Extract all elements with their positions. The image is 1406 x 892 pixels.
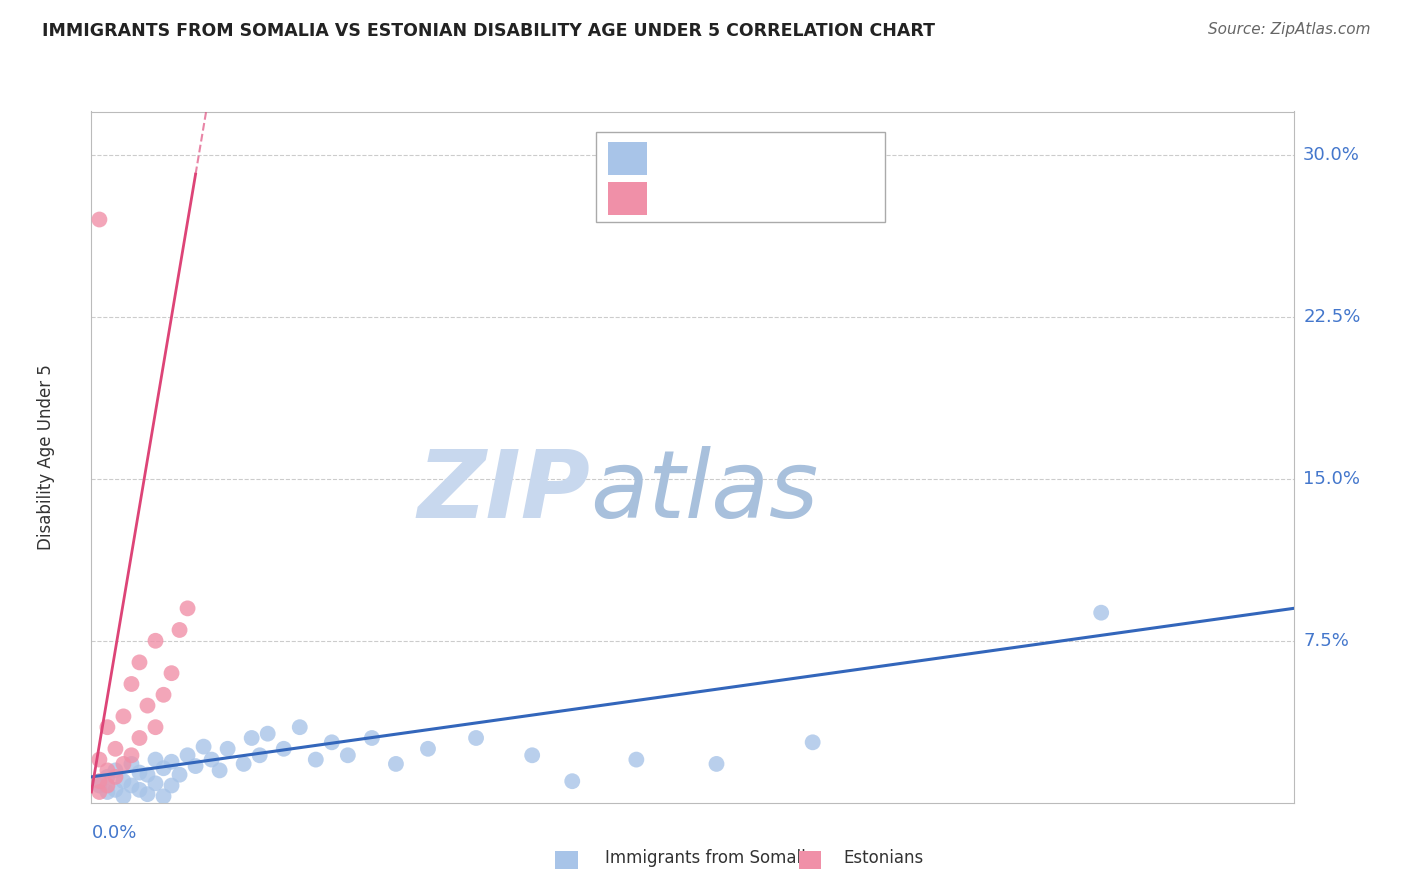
Point: [128, 765, 150, 780]
Point: [121, 677, 143, 691]
Point: [104, 770, 127, 784]
Point: [240, 731, 263, 745]
Point: [89, 779, 111, 793]
Point: [96, 779, 118, 793]
Point: [305, 753, 328, 767]
Text: Estonians: Estonians: [844, 849, 924, 867]
Text: 7.5%: 7.5%: [1303, 632, 1348, 649]
Point: [416, 741, 439, 756]
Point: [169, 623, 191, 637]
Text: 30.0%: 30.0%: [1303, 145, 1360, 164]
Text: 15.0%: 15.0%: [1303, 470, 1360, 488]
Point: [193, 739, 215, 754]
Text: N = 45: N = 45: [785, 150, 848, 168]
Point: [288, 720, 311, 734]
Point: [321, 735, 343, 749]
Point: [112, 756, 135, 771]
Point: [89, 753, 111, 767]
Text: Source: ZipAtlas.com: Source: ZipAtlas.com: [1208, 22, 1371, 37]
Point: [112, 774, 135, 789]
Text: ZIP: ZIP: [418, 446, 591, 538]
Point: [385, 756, 408, 771]
Text: IMMIGRANTS FROM SOMALIA VS ESTONIAN DISABILITY AGE UNDER 5 CORRELATION CHART: IMMIGRANTS FROM SOMALIA VS ESTONIAN DISA…: [42, 22, 935, 40]
Point: [121, 748, 143, 763]
Text: R =  0.606: R = 0.606: [661, 190, 756, 208]
Point: [136, 787, 159, 801]
Point: [561, 774, 583, 789]
Text: atlas: atlas: [591, 446, 818, 537]
Point: [184, 759, 207, 773]
Point: [112, 789, 135, 804]
Text: 22.5%: 22.5%: [1303, 308, 1361, 326]
FancyBboxPatch shape: [609, 182, 647, 215]
Point: [249, 748, 271, 763]
Point: [217, 741, 239, 756]
Point: [465, 731, 488, 745]
Text: 0.0%: 0.0%: [91, 823, 136, 841]
Point: [104, 764, 127, 778]
Point: [136, 768, 159, 782]
Point: [145, 633, 167, 648]
Point: [176, 601, 198, 615]
Point: [145, 776, 167, 790]
Point: [121, 756, 143, 771]
Point: [121, 779, 143, 793]
Point: [626, 753, 648, 767]
Point: [128, 656, 150, 670]
Point: [136, 698, 159, 713]
Point: [96, 785, 118, 799]
Point: [160, 779, 183, 793]
Point: [208, 764, 231, 778]
Point: [801, 735, 824, 749]
Point: [145, 753, 167, 767]
Point: [96, 770, 118, 784]
Point: [201, 753, 224, 767]
Point: [152, 688, 174, 702]
Point: [89, 785, 111, 799]
Point: [360, 731, 382, 745]
Text: Disability Age Under 5: Disability Age Under 5: [37, 364, 55, 550]
FancyBboxPatch shape: [609, 142, 647, 175]
Point: [232, 756, 254, 771]
Point: [89, 212, 111, 227]
Point: [96, 764, 118, 778]
Point: [273, 741, 295, 756]
Point: [145, 720, 167, 734]
Text: N = 22: N = 22: [785, 190, 848, 208]
Point: [1090, 606, 1112, 620]
Point: [104, 741, 127, 756]
Point: [160, 755, 183, 769]
Point: [152, 789, 174, 804]
Point: [706, 756, 728, 771]
Point: [112, 709, 135, 723]
Point: [104, 782, 127, 797]
Text: R =  0.612: R = 0.612: [661, 150, 758, 168]
Point: [89, 774, 111, 789]
Point: [169, 768, 191, 782]
Text: Immigrants from Somalia: Immigrants from Somalia: [605, 849, 815, 867]
Point: [522, 748, 544, 763]
Point: [336, 748, 359, 763]
Point: [176, 748, 198, 763]
FancyBboxPatch shape: [596, 132, 884, 222]
Point: [128, 731, 150, 745]
Point: [96, 720, 118, 734]
Point: [256, 726, 278, 740]
Point: [128, 782, 150, 797]
Point: [152, 761, 174, 775]
Point: [160, 666, 183, 681]
